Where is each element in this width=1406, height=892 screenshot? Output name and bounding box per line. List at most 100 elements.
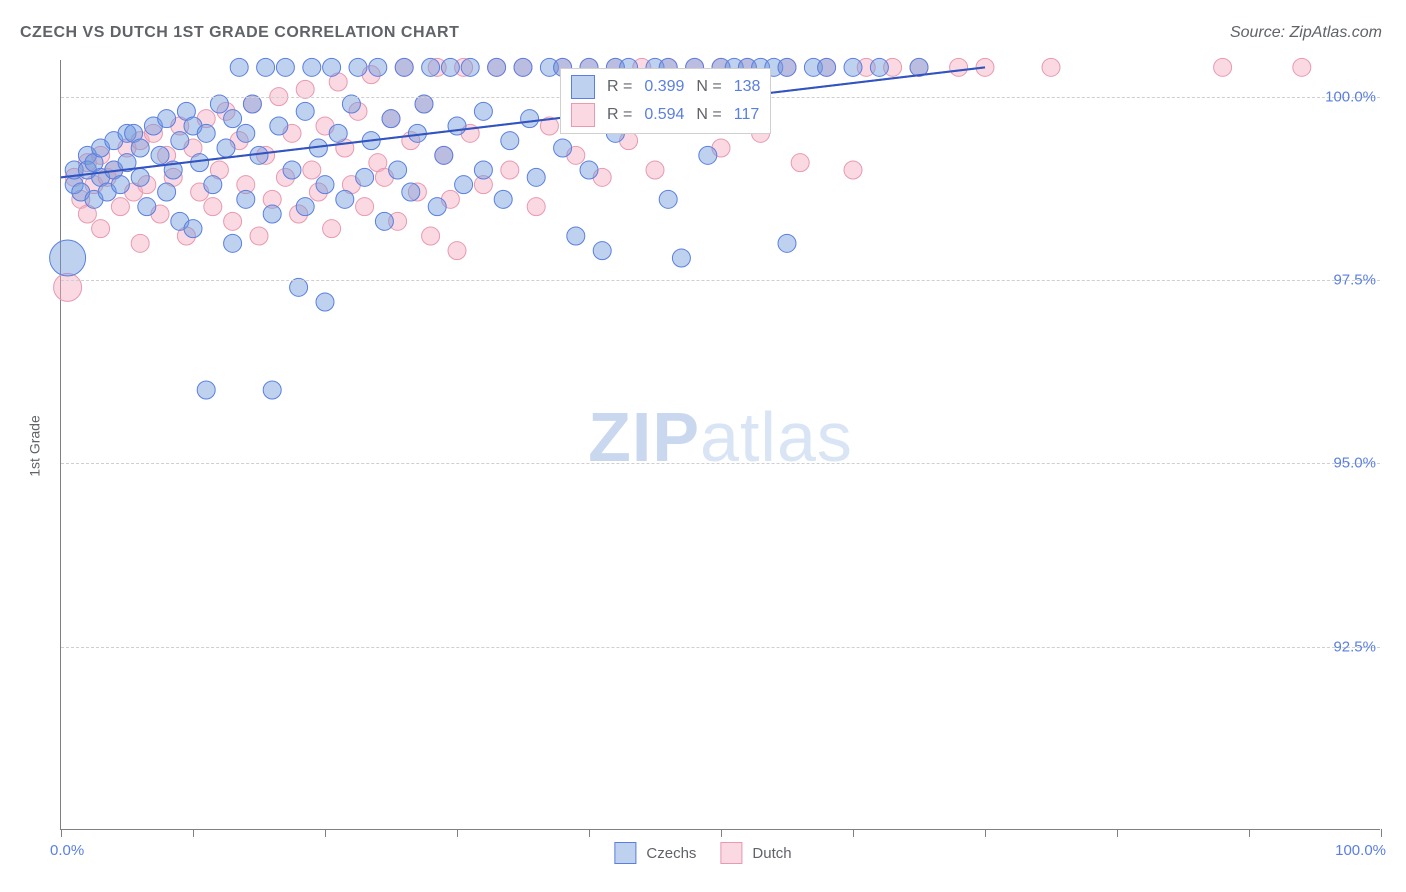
- data-point: [1214, 58, 1232, 76]
- legend-swatch-dutch: [720, 842, 742, 864]
- data-point: [415, 95, 433, 113]
- data-point: [230, 58, 248, 76]
- data-point: [428, 198, 446, 216]
- x-tick: [853, 829, 854, 837]
- data-point: [204, 198, 222, 216]
- x-axis-min-label: 0.0%: [50, 842, 84, 859]
- data-point: [659, 190, 677, 208]
- data-point: [50, 240, 86, 276]
- data-point: [554, 139, 572, 157]
- data-point: [184, 220, 202, 238]
- data-point: [158, 110, 176, 128]
- data-point: [204, 176, 222, 194]
- x-tick: [61, 829, 62, 837]
- data-point: [131, 234, 149, 252]
- data-point: [455, 176, 473, 194]
- data-point: [329, 124, 347, 142]
- data-point: [276, 58, 294, 76]
- data-point: [197, 124, 215, 142]
- stats-n-value-czech: 138: [734, 78, 761, 96]
- data-point: [1042, 58, 1060, 76]
- data-point: [422, 227, 440, 245]
- stats-n-label: N =: [696, 106, 721, 124]
- data-point: [389, 161, 407, 179]
- data-point: [474, 102, 492, 120]
- gridline: [61, 647, 1380, 648]
- legend-label-dutch: Dutch: [752, 845, 791, 862]
- data-point: [217, 139, 235, 157]
- data-point: [323, 220, 341, 238]
- data-point: [844, 58, 862, 76]
- stats-r-label: R =: [607, 106, 632, 124]
- data-point: [699, 146, 717, 164]
- data-point: [138, 198, 156, 216]
- x-tick: [325, 829, 326, 837]
- x-axis-max-label: 100.0%: [1335, 842, 1386, 859]
- data-point: [237, 190, 255, 208]
- data-point: [422, 58, 440, 76]
- data-point: [257, 58, 275, 76]
- data-point: [290, 278, 308, 296]
- legend: Czechs Dutch: [614, 842, 791, 864]
- data-point: [92, 220, 110, 238]
- legend-item-dutch: Dutch: [720, 842, 791, 864]
- data-point: [356, 168, 374, 186]
- data-point: [369, 58, 387, 76]
- data-point: [791, 154, 809, 172]
- data-point: [303, 58, 321, 76]
- data-point: [131, 168, 149, 186]
- y-tick-label: 92.5%: [1333, 638, 1376, 655]
- stats-n-label: N =: [696, 78, 721, 96]
- x-tick: [1381, 829, 1382, 837]
- y-tick-label: 100.0%: [1325, 88, 1376, 105]
- data-point: [778, 234, 796, 252]
- x-tick: [193, 829, 194, 837]
- data-point: [237, 124, 255, 142]
- data-point: [296, 198, 314, 216]
- data-point: [527, 198, 545, 216]
- data-point: [224, 212, 242, 230]
- data-point: [323, 58, 341, 76]
- data-point: [283, 161, 301, 179]
- data-point: [461, 58, 479, 76]
- data-point: [210, 95, 228, 113]
- data-point: [672, 249, 690, 267]
- data-point: [243, 95, 261, 113]
- data-point: [580, 161, 598, 179]
- legend-swatch-czech: [614, 842, 636, 864]
- stats-swatch-czech: [571, 75, 595, 99]
- data-point: [395, 58, 413, 76]
- data-point: [593, 242, 611, 260]
- stats-r-label: R =: [607, 78, 632, 96]
- data-point: [270, 117, 288, 135]
- gridline: [61, 463, 1380, 464]
- data-point: [316, 176, 334, 194]
- stats-row-dutch: R = 0.594 N = 117: [571, 103, 760, 127]
- data-point: [349, 58, 367, 76]
- y-tick-label: 97.5%: [1333, 272, 1376, 289]
- data-point: [111, 176, 129, 194]
- data-point: [435, 146, 453, 164]
- data-point: [474, 161, 492, 179]
- chart-title: CZECH VS DUTCH 1ST GRADE CORRELATION CHA…: [20, 24, 459, 42]
- y-axis-label: 1st Grade: [27, 415, 43, 476]
- data-point: [303, 161, 321, 179]
- data-point: [54, 273, 82, 301]
- data-point: [527, 168, 545, 186]
- x-tick: [457, 829, 458, 837]
- data-point: [778, 58, 796, 76]
- data-point: [171, 132, 189, 150]
- data-point: [191, 154, 209, 172]
- data-point: [646, 161, 664, 179]
- data-point: [501, 132, 519, 150]
- x-tick: [985, 829, 986, 837]
- data-point: [448, 117, 466, 135]
- data-point: [382, 110, 400, 128]
- data-point: [296, 102, 314, 120]
- legend-label-czech: Czechs: [646, 845, 696, 862]
- data-point: [441, 58, 459, 76]
- x-tick: [721, 829, 722, 837]
- data-point: [316, 293, 334, 311]
- data-point: [818, 58, 836, 76]
- stats-row-czech: R = 0.399 N = 138: [571, 75, 760, 99]
